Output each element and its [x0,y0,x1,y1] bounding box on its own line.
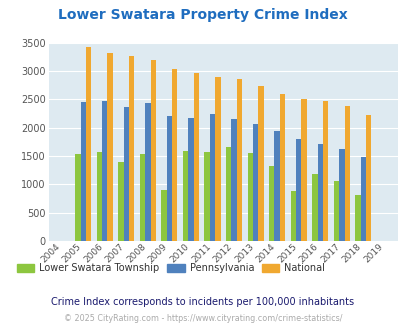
Bar [252,124,258,241]
Bar [365,115,371,241]
Bar [123,107,129,241]
Bar [279,94,285,241]
Legend: Lower Swatara Township, Pennsylvania, National: Lower Swatara Township, Pennsylvania, Na… [13,259,328,277]
Bar [96,151,102,241]
Bar [333,181,338,241]
Bar [338,149,344,241]
Bar [290,191,295,241]
Bar [102,101,107,241]
Bar [344,106,349,241]
Bar [258,86,263,241]
Bar [360,157,365,241]
Bar [118,162,123,241]
Bar [188,117,193,241]
Text: Crime Index corresponds to incidents per 100,000 inhabitants: Crime Index corresponds to incidents per… [51,297,354,307]
Bar [172,69,177,241]
Bar [322,101,328,241]
Bar [75,154,80,241]
Bar [236,79,241,241]
Bar [129,56,134,241]
Bar [166,116,172,241]
Bar [145,103,150,241]
Bar [311,174,317,241]
Bar [107,52,113,241]
Bar [139,154,145,241]
Bar [295,139,301,241]
Bar [274,131,279,241]
Bar [86,48,91,241]
Text: Lower Swatara Property Crime Index: Lower Swatara Property Crime Index [58,8,347,22]
Bar [247,153,252,241]
Bar [209,114,215,241]
Bar [269,166,274,241]
Bar [354,194,360,241]
Bar [226,147,231,241]
Bar [150,60,156,241]
Bar [182,151,188,241]
Bar [301,99,306,241]
Bar [193,74,198,241]
Bar [80,102,86,241]
Bar [231,119,236,241]
Bar [161,190,166,241]
Bar [204,151,209,241]
Bar [215,77,220,241]
Bar [317,144,322,241]
Text: © 2025 CityRating.com - https://www.cityrating.com/crime-statistics/: © 2025 CityRating.com - https://www.city… [64,314,341,323]
